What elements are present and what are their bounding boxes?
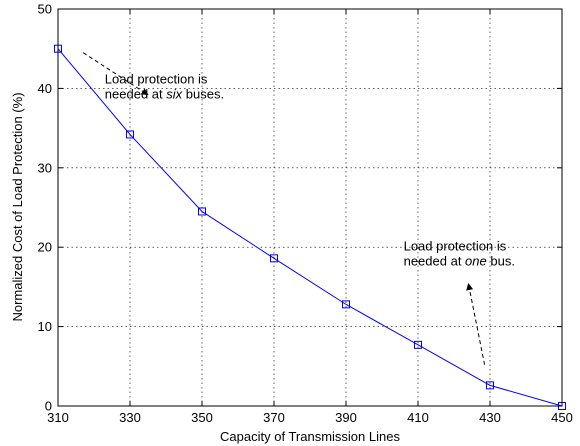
x-tick-label: 430 <box>479 410 501 425</box>
x-axis-label: Capacity of Transmission Lines <box>220 429 400 444</box>
y-axis-label: Normalized Cost of Load Protection (%) <box>10 92 25 321</box>
x-tick-label: 450 <box>551 410 573 425</box>
y-tick-label: 20 <box>38 240 52 255</box>
y-tick-label: 10 <box>38 319 52 334</box>
axis-ticks: 310 330 350 370 390 410 430 450 0 10 20 30 40 50 <box>38 2 573 426</box>
data-point-marker <box>198 207 206 216</box>
annotation-arrow <box>82 52 149 96</box>
annotation-arrow <box>466 283 486 365</box>
y-tick-label: 50 <box>38 2 52 17</box>
x-tick-label: 410 <box>407 410 429 425</box>
x-tick-label: 350 <box>191 410 213 425</box>
series-line <box>57 48 563 407</box>
plot-frame <box>57 8 563 407</box>
annotation-text: Load protection is <box>105 72 208 87</box>
data-point-marker <box>486 381 494 390</box>
annotation-text: needed at six buses. <box>105 87 224 102</box>
grid <box>58 9 562 406</box>
x-tick-label: 330 <box>119 410 141 425</box>
annotation-text: needed at one bus. <box>404 253 515 268</box>
x-tick-label: 310 <box>47 410 69 425</box>
series-layer <box>54 44 566 410</box>
y-tick-label: 30 <box>38 160 52 175</box>
data-point-marker <box>126 130 134 139</box>
y-tick-label: 40 <box>38 81 52 96</box>
x-tick-label: 390 <box>335 410 357 425</box>
data-point-marker <box>414 340 422 349</box>
data-point-marker <box>270 254 278 263</box>
x-tick-label: 370 <box>263 410 285 425</box>
data-point-marker <box>342 300 350 309</box>
annotation-text: Load protection is <box>404 238 507 253</box>
y-tick-label: 0 <box>45 399 52 414</box>
